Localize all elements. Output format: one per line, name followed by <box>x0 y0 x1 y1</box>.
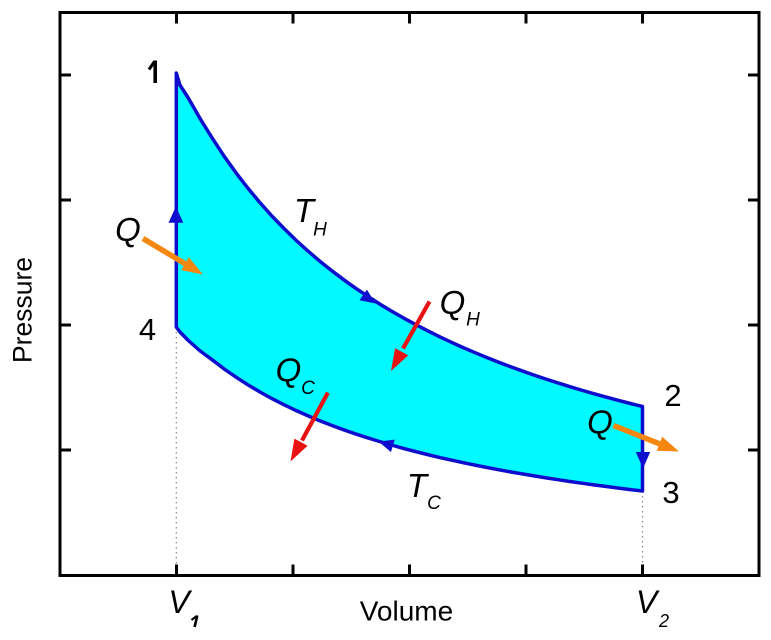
svg-text:Q: Q <box>440 284 466 321</box>
svg-text:T: T <box>407 467 430 504</box>
svg-text:Q: Q <box>587 404 613 441</box>
svg-text:Q: Q <box>115 211 141 248</box>
svg-text:2: 2 <box>664 378 681 413</box>
svg-text:2: 2 <box>658 611 669 631</box>
svg-text:Pressure: Pressure <box>8 257 38 363</box>
svg-text:C: C <box>427 493 441 514</box>
svg-text:3: 3 <box>662 475 679 510</box>
svg-text:H: H <box>313 220 327 241</box>
svg-text:V: V <box>636 584 660 620</box>
svg-text:H: H <box>466 310 480 331</box>
svg-text:4: 4 <box>139 312 156 347</box>
svg-text:Q: Q <box>276 352 302 389</box>
svg-text:V: V <box>168 584 192 620</box>
svg-text:T: T <box>294 192 317 229</box>
svg-text:Volume: Volume <box>360 596 453 627</box>
svg-text:C: C <box>301 378 315 399</box>
